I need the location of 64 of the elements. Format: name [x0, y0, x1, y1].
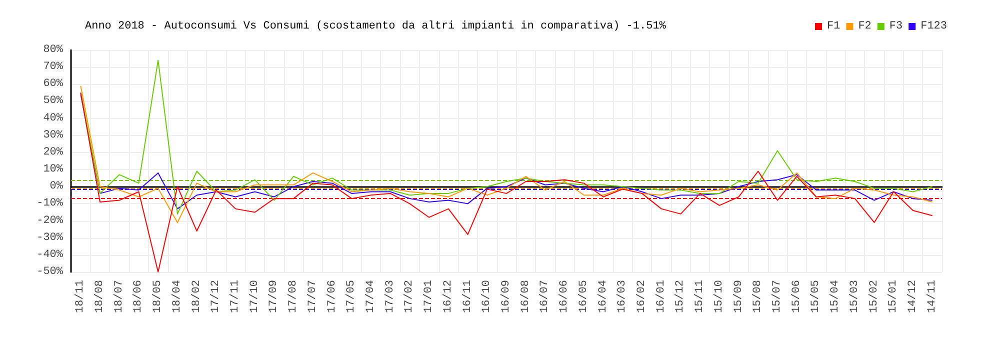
legend-label: F3 — [889, 20, 903, 32]
x-tick-label: 15/09 — [732, 280, 745, 314]
y-tick-label: -40% — [36, 248, 64, 261]
y-tick-label: 30% — [43, 129, 64, 142]
x-tick-label: 15/12 — [674, 280, 687, 314]
x-tick-label: 16/09 — [500, 280, 512, 314]
x-tick-label: 15/01 — [888, 280, 900, 314]
y-tick-label: -50% — [36, 266, 64, 278]
x-tick-label: 16/06 — [558, 280, 571, 314]
x-tick-label: 17/05 — [346, 280, 358, 314]
chart-title: Anno 2018 - Autoconsumi Vs Consumi (scostamento da altri impianti in comparativa) -1.51% — [85, 20, 666, 32]
x-tick-label: 15/10 — [713, 280, 726, 314]
x-tick-label: 15/11 — [694, 280, 706, 314]
y-tick-label: 70% — [43, 61, 64, 74]
x-tick-label: 16/04 — [597, 280, 610, 314]
x-tick-label: 14/11 — [926, 280, 938, 314]
x-tick-label: 15/07 — [771, 280, 784, 314]
x-tick-label: 17/04 — [365, 280, 378, 314]
x-tick-label: 15/06 — [790, 280, 803, 314]
x-tick-label: 16/07 — [539, 280, 552, 314]
x-tick-label: 16/12 — [442, 280, 454, 314]
x-tick-label: 17/01 — [423, 280, 436, 314]
x-tick-label: 16/02 — [636, 280, 648, 314]
x-tick-label: 16/10 — [481, 280, 494, 314]
x-tick-label: 15/02 — [868, 280, 880, 314]
y-tick-label: -10% — [36, 198, 64, 210]
y-tick-label: 0% — [50, 180, 64, 193]
y-tick-label: -20% — [36, 214, 64, 227]
y-tick-label: -30% — [36, 232, 64, 244]
x-tick-label: 16/03 — [616, 280, 629, 314]
x-tick-label: 18/11 — [74, 280, 87, 314]
x-tick-label: 17/07 — [306, 280, 319, 314]
x-tick-label: 18/08 — [94, 280, 106, 314]
x-tick-label: 16/08 — [520, 280, 532, 314]
x-tick-label: 15/08 — [752, 280, 764, 314]
x-tick-label: 15/03 — [848, 280, 861, 314]
x-tick-label: 16/11 — [462, 280, 474, 314]
legend-label: F123 — [920, 20, 947, 32]
y-tick-label: 80% — [43, 44, 64, 56]
x-tick-label: 14/12 — [906, 280, 919, 314]
y-tick-label: 10% — [43, 164, 64, 176]
x-tick-label: 16/05 — [578, 280, 590, 314]
x-tick-label: 18/04 — [171, 280, 184, 314]
x-tick-label: 18/06 — [132, 280, 145, 314]
x-tick-label: 15/04 — [830, 280, 842, 314]
x-tick-label: 17/10 — [248, 280, 261, 314]
legend-label: F2 — [858, 20, 872, 32]
x-tick-label: 17/11 — [230, 280, 242, 314]
x-tick-label: 17/08 — [288, 280, 300, 314]
x-tick-label: 17/02 — [404, 280, 416, 314]
x-tick-label: 15/05 — [810, 280, 822, 314]
x-tick-label: 18/07 — [113, 280, 126, 314]
legend-label: F1 — [826, 20, 841, 32]
y-tick-label: 20% — [43, 146, 64, 158]
x-tick-label: 17/06 — [326, 280, 338, 314]
x-tick-label: 17/09 — [268, 280, 280, 314]
x-tick-label: 17/03 — [384, 280, 396, 314]
y-tick-label: 50% — [43, 95, 64, 108]
y-tick-label: 40% — [43, 112, 64, 124]
x-tick-label: 18/02 — [190, 280, 203, 314]
y-tick-label: 60% — [43, 78, 64, 90]
x-tick-label: 17/12 — [210, 280, 222, 314]
x-tick-label: 18/05 — [152, 280, 164, 314]
x-tick-label: 16/01 — [655, 280, 668, 314]
